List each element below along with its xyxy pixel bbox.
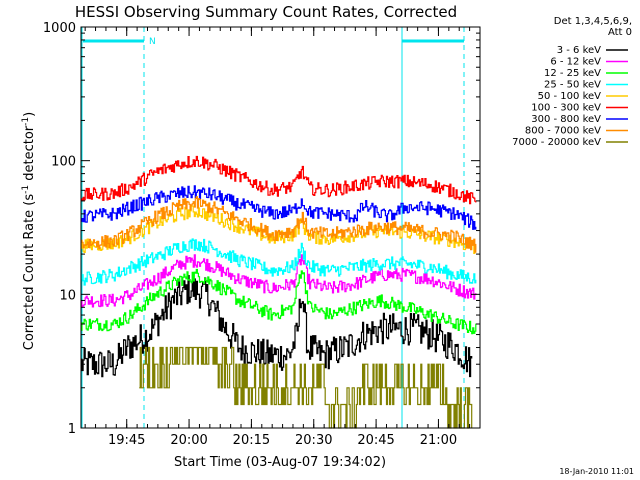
plot-frame bbox=[80, 26, 481, 429]
legend-entry-label: 12 - 25 keV bbox=[544, 68, 601, 79]
x-axis-label: Start Time (03-Aug-07 19:34:02) bbox=[174, 455, 386, 470]
legend-header: Det 1,3,4,5,6,9, bbox=[554, 16, 632, 27]
x-tick-label: 20:15 bbox=[233, 433, 270, 448]
legend-entry-label: 100 - 300 keV bbox=[531, 103, 601, 114]
annotation-label: N bbox=[149, 37, 156, 47]
y-tick-label: 10 bbox=[59, 288, 76, 303]
series-line bbox=[81, 185, 477, 230]
series-line bbox=[81, 196, 477, 253]
x-tick-label: 20:45 bbox=[357, 433, 394, 448]
legend-entry-label: 25 - 50 keV bbox=[544, 80, 601, 91]
axes-group: 1 10 100 1000 19:45 20:00 20:15 20:30 20:45 21:00 bbox=[43, 21, 481, 448]
series-line bbox=[81, 275, 473, 378]
series-line bbox=[81, 155, 477, 205]
x-tick-label: 20:00 bbox=[170, 433, 207, 448]
chart-title: HESSI Observing Summary Count Rates, Cor… bbox=[75, 3, 457, 21]
legend-entry-label: 6 - 12 keV bbox=[550, 57, 601, 68]
x-tick-label: 19:45 bbox=[108, 433, 145, 448]
series-line bbox=[81, 268, 477, 335]
series-line bbox=[81, 254, 477, 308]
series-line bbox=[81, 238, 477, 286]
y-tick-label: 1000 bbox=[43, 21, 76, 36]
y-axis-label: Corrected Count Rate (s-1 detector-1) bbox=[21, 112, 37, 350]
footer-timestamp: 18-Jan-2010 11:01 bbox=[559, 467, 634, 476]
x-tick-label: 21:00 bbox=[420, 433, 457, 448]
y-tick-label: 100 bbox=[51, 155, 76, 170]
legend-entry-label: 50 - 100 keV bbox=[538, 91, 602, 102]
legend-entry-label: 800 - 7000 keV bbox=[525, 126, 601, 137]
x-tick-label: 20:30 bbox=[295, 433, 332, 448]
series-line bbox=[139, 346, 473, 429]
series-group bbox=[81, 155, 477, 429]
legend-entry-label: 300 - 800 keV bbox=[531, 114, 601, 125]
legend-entry-label: 3 - 6 keV bbox=[557, 45, 601, 56]
y-tick-label: 1 bbox=[68, 422, 76, 437]
legend-header: Att 0 bbox=[608, 27, 632, 38]
legend-entry-label: 7000 - 20000 keV bbox=[512, 137, 601, 148]
